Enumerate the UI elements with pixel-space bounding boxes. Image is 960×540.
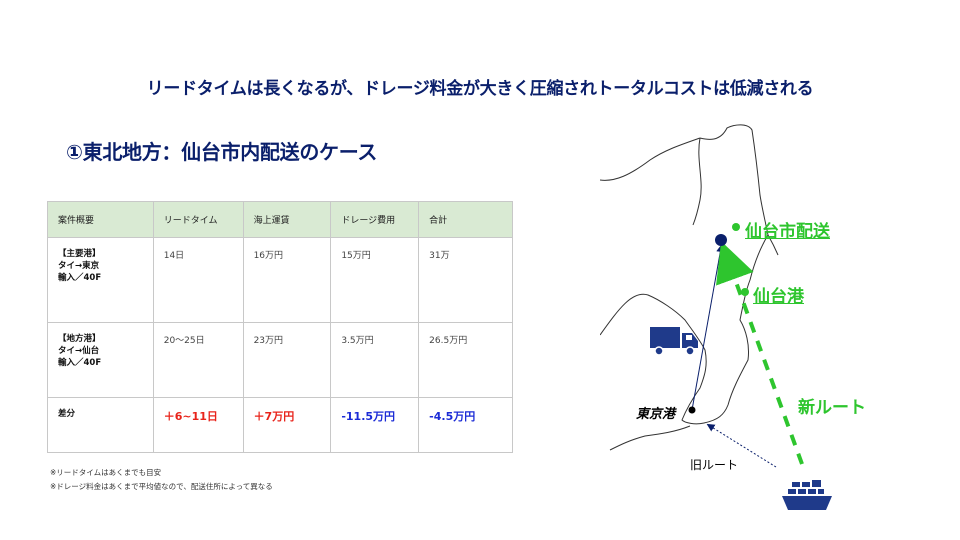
- cell-total: 31万: [418, 237, 513, 323]
- footnotes: ※リードタイムはあくまでも目安 ※ドレージ料金はあくまで平均値なので、配送住所に…: [50, 466, 273, 494]
- row-summary-line: タイ→東京: [58, 261, 100, 271]
- case-title: ①東北地方：仙台市内配送のケース: [66, 140, 378, 164]
- footnote: ※ドレージ料金はあくまで平均値なので、配送住所によって異なる: [50, 482, 273, 491]
- row-summary: 【地方港】 タイ→仙台 輸入／40F: [47, 322, 154, 398]
- row-summary-line: 【主要港】: [58, 249, 101, 259]
- row-summary-line: 【地方港】: [58, 334, 101, 344]
- table-row: 【主要港】 タイ→東京 輸入／40F 14日 16万円 15万円 31万: [47, 237, 513, 323]
- row-summary: 差分: [47, 397, 154, 453]
- header-lead-time: リードタイム: [152, 201, 244, 238]
- route-map: [600, 124, 832, 510]
- cell-lead-time: 14日: [152, 237, 244, 323]
- cell-ocean-freight-diff: ＋7万円: [242, 397, 332, 453]
- cell-ocean-freight: 16万円: [242, 237, 332, 323]
- tokyo-port-point: [688, 406, 696, 414]
- cell-drayage-diff: -11.5万円: [330, 397, 420, 453]
- cell-total: 26.5万円: [418, 322, 513, 398]
- row-summary-line: 輸入／40F: [58, 273, 102, 283]
- row-summary-line: 輸入／40F: [58, 358, 102, 368]
- table-row: 差分 ＋6~11日 ＋7万円 -11.5万円 -4.5万円: [47, 397, 513, 453]
- truck-icon: [650, 327, 698, 356]
- cell-lead-time: 20～25日: [152, 322, 244, 398]
- label-sendai-delivery: 仙台市配送: [745, 222, 830, 242]
- old-route-line: [691, 244, 725, 411]
- label-sendai-port: 仙台港: [753, 287, 804, 307]
- header-drayage: ドレージ費用: [330, 201, 420, 238]
- header-ocean-freight: 海上運賃: [242, 201, 332, 238]
- coastline-bay: [609, 425, 691, 451]
- table-row: 【地方港】 タイ→仙台 輸入／40F 20～25日 23万円 3.5万円 26.…: [47, 322, 513, 398]
- sendai-delivery-dot: [732, 223, 740, 231]
- row-summary: 【主要港】 タイ→東京 輸入／40F: [47, 237, 154, 323]
- headline: リードタイムは長くなるが、ドレージ料金が大きく圧縮されトータルコストは低減される: [146, 79, 814, 99]
- coastline: [600, 124, 769, 425]
- cost-comparison-table: 案件概要 リードタイム 海上運賃 ドレージ費用 合計 【主要港】 タイ→東京 輸…: [47, 201, 513, 453]
- footnote: ※リードタイムはあくまでも目安: [50, 468, 162, 477]
- label-new-route: 新ルート: [798, 398, 866, 418]
- coastline-east: [767, 234, 779, 256]
- cell-total-diff: -4.5万円: [418, 397, 513, 453]
- sendai-city-point: [715, 234, 727, 246]
- cell-ocean-freight: 23万円: [242, 322, 332, 398]
- old-route-dotted: [706, 423, 777, 468]
- header-total: 合計: [418, 201, 513, 238]
- sendai-port-dot: [741, 288, 749, 296]
- row-summary-line: タイ→仙台: [58, 346, 100, 356]
- cell-drayage: 3.5万円: [330, 322, 420, 398]
- cell-drayage: 15万円: [330, 237, 420, 323]
- label-tokyo-port: 東京港: [636, 407, 676, 422]
- table-header-row: 案件概要 リードタイム 海上運賃 ドレージ費用 合計: [47, 201, 513, 238]
- ship-icon: [782, 480, 832, 510]
- cell-lead-time-diff: ＋6~11日: [152, 397, 244, 453]
- header-summary: 案件概要: [47, 201, 154, 238]
- new-route-line: [716, 241, 804, 465]
- label-old-route: 旧ルート: [690, 458, 739, 472]
